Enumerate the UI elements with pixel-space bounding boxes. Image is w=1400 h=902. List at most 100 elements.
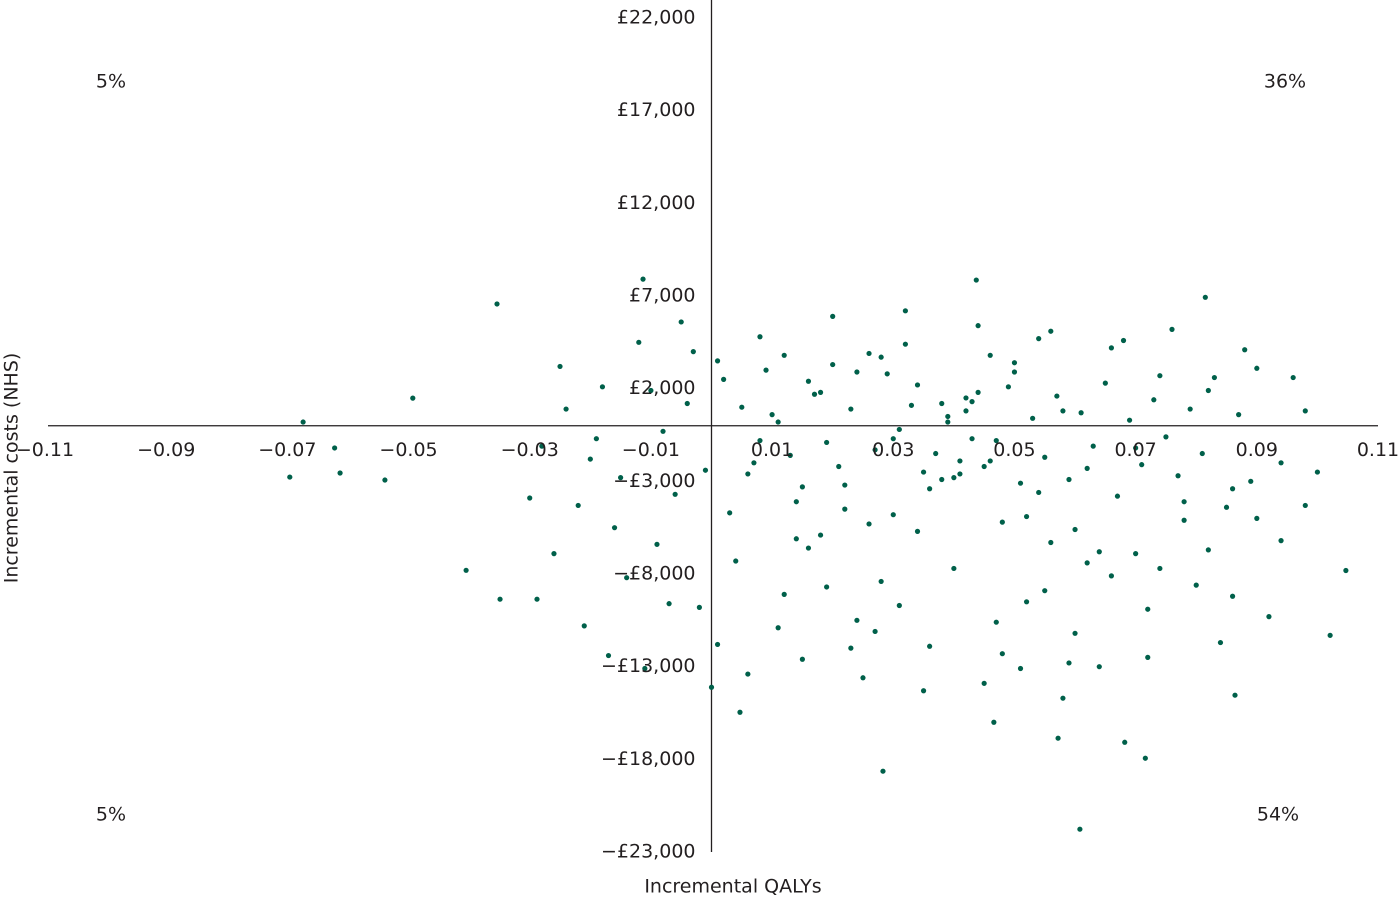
x-tick-label: 0.11 (1357, 439, 1399, 461)
point (539, 443, 545, 449)
point (1036, 336, 1042, 342)
point (702, 467, 709, 473)
point (836, 463, 842, 470)
point (914, 382, 921, 388)
point (733, 558, 739, 564)
point (848, 645, 854, 651)
point (1199, 450, 1205, 457)
point (1096, 549, 1102, 555)
point (1157, 565, 1163, 572)
point (951, 475, 957, 481)
point (640, 276, 646, 282)
point (957, 458, 963, 464)
point (1175, 473, 1181, 479)
point (1011, 360, 1018, 366)
point (696, 604, 702, 610)
point (1096, 664, 1102, 670)
point (1054, 393, 1060, 399)
point (1248, 478, 1254, 484)
point (963, 408, 969, 414)
point (945, 419, 951, 425)
point (799, 656, 805, 662)
point (690, 349, 696, 355)
point (1187, 406, 1193, 412)
point (611, 525, 618, 531)
x-tick-label: 0.01 (751, 439, 793, 461)
y-tick-label: −£8,000 (613, 563, 695, 585)
point (599, 384, 606, 390)
point (1108, 345, 1114, 351)
point (920, 688, 927, 694)
point (1278, 538, 1284, 544)
point (1217, 639, 1224, 646)
point (1030, 415, 1036, 421)
point (1266, 614, 1272, 620)
point (642, 665, 648, 672)
point (1066, 476, 1072, 483)
y-tick-label: −£18,000 (601, 748, 696, 770)
point (1145, 606, 1151, 612)
point (648, 387, 654, 394)
point (1202, 294, 1208, 300)
point (1090, 443, 1096, 449)
point (1072, 630, 1078, 636)
point (1232, 692, 1238, 698)
point (991, 719, 997, 725)
point (848, 406, 854, 412)
point (1142, 755, 1148, 761)
point (382, 477, 388, 483)
point (878, 354, 884, 360)
quadrant-share: 5% (96, 804, 126, 826)
point (890, 436, 896, 442)
x-tick-label: 0.07 (1114, 439, 1156, 461)
point (763, 367, 769, 373)
point (817, 532, 824, 538)
point (993, 619, 999, 625)
point (745, 471, 751, 477)
point (1302, 408, 1308, 414)
point (969, 399, 975, 405)
point (1133, 445, 1139, 451)
point (781, 352, 787, 358)
point (618, 475, 624, 481)
point (973, 277, 979, 283)
point (902, 341, 908, 347)
x-axis-title: Incremental QALYs (644, 876, 821, 898)
point (880, 768, 886, 774)
x-tick-label: 0.09 (1236, 439, 1278, 461)
point (933, 450, 939, 457)
point (981, 463, 987, 470)
point (939, 400, 945, 407)
point (987, 352, 993, 358)
point (1223, 504, 1230, 510)
point (551, 551, 557, 557)
point (1120, 337, 1127, 344)
point (993, 437, 999, 444)
y-tick-label: £17,000 (617, 99, 696, 121)
point (1005, 384, 1011, 390)
point (896, 426, 902, 433)
point (793, 499, 799, 505)
point (769, 412, 775, 418)
point (866, 521, 872, 527)
point (1066, 660, 1072, 666)
point (1011, 369, 1018, 375)
point (872, 447, 878, 453)
point (672, 491, 678, 497)
point (332, 445, 338, 451)
point (854, 369, 860, 375)
point (751, 460, 757, 466)
point (1229, 486, 1236, 492)
point (781, 591, 787, 597)
point (1072, 526, 1078, 533)
point (842, 482, 848, 488)
point (1193, 582, 1199, 588)
y-tick-label: −£13,000 (601, 655, 696, 677)
point (1242, 347, 1248, 353)
point (593, 436, 599, 442)
point (557, 363, 563, 370)
x-tick-label: −0.05 (379, 439, 437, 461)
point (1133, 551, 1139, 557)
x-tick-label: 0.03 (872, 439, 914, 461)
